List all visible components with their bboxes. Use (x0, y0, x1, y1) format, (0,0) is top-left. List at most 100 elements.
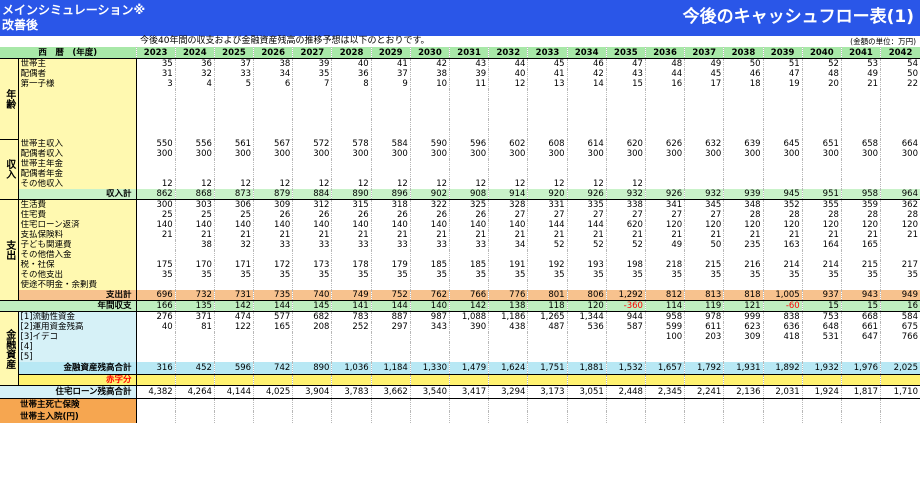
cell-value (762, 129, 803, 139)
cell-value: 35 (527, 270, 568, 280)
cell-value (801, 411, 842, 423)
cell-value: 316 (135, 362, 176, 375)
cell-value: 37 (213, 58, 254, 69)
cell-value (566, 169, 607, 179)
cell-value: 21 (292, 230, 332, 240)
cell-value: 12 (488, 179, 528, 189)
cell-value (370, 411, 411, 423)
table-row (0, 119, 920, 129)
cell-value: 731 (213, 290, 254, 301)
cell-value: 951 (801, 189, 842, 200)
cell-value: 135 (174, 300, 215, 312)
cell-value (566, 159, 607, 169)
cell-value: 1,924 (801, 385, 842, 399)
cell-value: 138 (488, 300, 528, 312)
cell-value (880, 250, 920, 260)
cell-value (684, 398, 724, 411)
cell-value: 584 (370, 139, 411, 149)
cell-value: 140 (331, 220, 372, 230)
cell-value: 2,025 (880, 362, 920, 375)
cell-value: 27 (644, 210, 685, 220)
cell-value: 21 (684, 230, 724, 240)
cell-value (449, 342, 489, 352)
cell-value: 752 (370, 290, 411, 301)
cell-value: 38 (174, 240, 215, 250)
table-row: 年齢 世帯主 35 36 37 38 39 40 41 42 43 44 45 46 47 48 49 50 51 5… (0, 58, 920, 140)
year-cell: 2032 (488, 47, 528, 59)
cell-value: 1,932 (801, 362, 842, 375)
row-label (18, 109, 137, 119)
cell-value: 1,817 (840, 385, 881, 399)
cell-value: 12 (566, 179, 607, 189)
cell-value (880, 374, 920, 386)
year-cell: 2031 (449, 47, 489, 59)
cell-value (762, 411, 803, 423)
cell-value (880, 119, 920, 129)
cell-value (801, 280, 842, 290)
cell-value (449, 129, 489, 139)
table-row: 支払保険料 21 21 21 21 21 21 21 21 21 21 21 21 21 21 21 21 21 2… (0, 230, 920, 240)
cell-value (723, 250, 764, 260)
cell-value: 932 (605, 189, 646, 200)
cell-value (331, 159, 372, 169)
cell-value: 343 (409, 322, 450, 332)
cell-value: -60 (762, 300, 803, 312)
cell-value: 322 (409, 199, 450, 210)
cell-value: 590 (409, 139, 450, 149)
deficit-row: 赤字分 (0, 374, 920, 386)
cell-value (253, 99, 293, 109)
year-cell: 2033 (527, 47, 568, 59)
cell-value (880, 129, 920, 139)
cell-value: 21 (723, 230, 764, 240)
cell-value (292, 250, 332, 260)
cell-value (449, 119, 489, 129)
cell-value: 806 (566, 290, 607, 301)
cell-value (331, 280, 372, 290)
total-label: 収入計 (18, 189, 137, 200)
cell-value: 2,448 (605, 385, 646, 399)
cell-value (566, 411, 607, 423)
cell-value: 661 (840, 322, 881, 332)
cell-value: 300 (566, 149, 607, 159)
cell-value: 53 (840, 58, 881, 69)
cell-value (409, 374, 450, 386)
cell-value (644, 99, 685, 109)
cell-value: 599 (644, 322, 685, 332)
cell-value (605, 119, 646, 129)
cell-value: 35 (762, 270, 803, 280)
cell-value (488, 374, 528, 386)
cell-value: 2,136 (723, 385, 764, 399)
cell-value: 390 (449, 322, 489, 332)
cell-value (684, 179, 724, 189)
cell-value: 164 (801, 240, 842, 250)
cell-value (292, 99, 332, 109)
cell-value (605, 352, 646, 362)
cell-value: 122 (213, 322, 254, 332)
cell-value: 487 (527, 322, 568, 332)
cell-value: 944 (605, 311, 646, 322)
cell-value (213, 159, 254, 169)
cell-value: 27 (488, 210, 528, 220)
cell-value: 932 (684, 189, 724, 200)
cell-value: 144 (253, 300, 293, 312)
row-label: その他支出 (18, 270, 137, 280)
cell-value: 623 (723, 322, 764, 332)
cell-value (880, 280, 920, 290)
cell-value (762, 109, 803, 119)
row-label: 子ども関連費 (18, 240, 137, 250)
cell-value: 21 (566, 230, 607, 240)
year-cell: 2040 (801, 47, 842, 59)
cell-value (449, 398, 489, 411)
cell-value: 896 (370, 189, 411, 200)
cell-value: 175 (135, 260, 176, 270)
cell-value (644, 159, 685, 169)
cell-value (527, 169, 568, 179)
table-row: 住宅ローン返済 140 140 140 140 140 140 140 140 140 140 144… (0, 220, 920, 230)
cell-value: 3,662 (370, 385, 411, 399)
cell-value: 12 (409, 179, 450, 189)
cell-value (840, 89, 881, 99)
cell-value: 54 (880, 58, 920, 69)
cell-value (292, 119, 332, 129)
cell-value: 18 (723, 79, 764, 89)
cell-value: 978 (684, 311, 724, 322)
